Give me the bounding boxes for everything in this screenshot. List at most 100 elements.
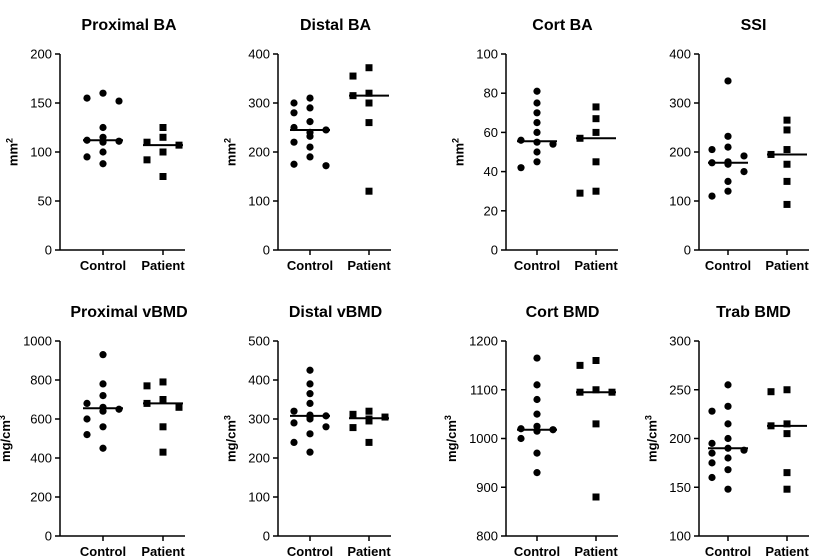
data-point-patient	[783, 126, 791, 134]
data-point-patient	[159, 396, 167, 403]
panel-proximal-ba: Proximal BA 0 50 100 150 200 mm2 Control Patient	[5, 17, 186, 273]
data-point-control	[290, 138, 298, 146]
chart-title: Cort BA	[532, 17, 593, 34]
y-tick-label: 250	[669, 382, 691, 397]
chart-title: Cort BMD	[526, 304, 600, 321]
chart-title: Distal BA	[300, 17, 372, 34]
data-point-patient	[143, 156, 151, 164]
data-point-patient	[783, 116, 791, 124]
data-point-patient	[365, 417, 373, 425]
data-point-control	[517, 434, 525, 443]
data-point-control	[99, 392, 107, 400]
y-axis-label: mg/cm3	[443, 415, 459, 462]
y-tick-label: 1000	[469, 431, 498, 446]
data-point-control	[533, 469, 541, 477]
y-tick-label: 400	[248, 47, 270, 62]
y-tick-label: 100	[248, 490, 270, 505]
x-category-label: Patient	[574, 544, 618, 559]
data-point-control	[290, 109, 298, 117]
data-point-control	[99, 89, 107, 97]
data-point-control	[306, 380, 314, 388]
y-tick-label: 150	[30, 96, 52, 111]
data-point-patient	[381, 413, 389, 421]
data-point-control	[306, 430, 314, 438]
data-point-patient	[159, 448, 167, 456]
data-point-control	[290, 407, 298, 415]
data-point-patient	[349, 410, 357, 418]
data-point-control	[708, 407, 716, 415]
y-tick-label: 150	[669, 480, 691, 495]
data-point-control	[708, 449, 716, 457]
y-tick-label: 40	[484, 164, 498, 179]
data-point-control	[708, 192, 716, 200]
y-tick-label: 500	[248, 334, 270, 349]
data-point-control	[99, 380, 107, 388]
data-point-control	[533, 427, 541, 435]
data-point-control	[306, 448, 314, 456]
data-point-control	[306, 118, 314, 126]
data-point-control	[724, 466, 732, 474]
y-tick-label: 100	[669, 529, 691, 544]
x-category-label: Patient	[765, 544, 809, 559]
data-point-control	[290, 419, 298, 427]
y-tick-label: 100	[669, 194, 691, 209]
x-category-label: Control	[705, 544, 751, 559]
x-category-label: Control	[80, 258, 126, 273]
data-point-patient	[365, 89, 373, 97]
y-tick-label: 0	[263, 529, 270, 544]
data-point-control	[83, 399, 91, 407]
data-point-patient	[783, 420, 791, 428]
data-point-patient	[592, 128, 600, 136]
data-point-patient	[783, 200, 791, 208]
panel-proximal-vbmd: Proximal vBMD 0 200 400 600 800 1000 mg/cm3 Cont…	[0, 304, 188, 559]
y-tick-label: 400	[30, 451, 52, 466]
data-point-patient	[783, 160, 791, 168]
y-tick-label: 400	[248, 373, 270, 388]
data-point-control	[708, 145, 716, 154]
x-category-label: Control	[514, 544, 560, 559]
panel-distal-vbmd: Distal vBMD 0 100 200 300 400 500 mg/cm3 Control…	[223, 304, 392, 559]
data-point-control	[533, 354, 541, 362]
data-point-control	[290, 160, 298, 168]
y-tick-label: 60	[484, 125, 498, 140]
y-tick-label: 600	[30, 412, 52, 427]
data-point-control	[83, 94, 91, 102]
data-point-patient	[365, 119, 373, 127]
x-category-label: Patient	[141, 258, 185, 273]
data-point-control	[99, 123, 107, 132]
x-category-label: Control	[287, 258, 333, 273]
x-category-label: Patient	[347, 544, 391, 559]
y-tick-label: 1200	[469, 334, 498, 349]
data-point-patient	[159, 423, 167, 431]
data-point-control	[306, 366, 314, 374]
y-tick-label: 80	[484, 86, 498, 101]
x-category-label: Patient	[141, 544, 185, 559]
data-point-control	[533, 87, 541, 95]
data-point-patient	[365, 187, 373, 195]
y-tick-label: 200	[669, 145, 691, 160]
panel-cort-bmd: Cort BMD 800 900 1000 1100 1200 mg/cm3 Control P…	[443, 304, 618, 559]
data-point-control	[83, 431, 91, 439]
chart-title: Distal vBMD	[289, 304, 382, 321]
chart-title: Proximal vBMD	[70, 304, 187, 321]
data-point-patient	[159, 133, 167, 141]
y-axis-label: mg/cm3	[644, 415, 660, 462]
data-point-control	[83, 415, 91, 423]
data-point-control	[517, 164, 525, 172]
data-point-patient	[365, 99, 373, 107]
y-tick-label: 0	[491, 243, 498, 258]
y-tick-label: 800	[476, 529, 498, 544]
data-point-patient	[783, 430, 791, 438]
data-point-control	[533, 381, 541, 389]
data-point-patient	[592, 187, 600, 195]
x-category-label: Patient	[347, 258, 391, 273]
data-point-control	[306, 399, 314, 407]
data-point-control	[708, 439, 716, 447]
data-point-control	[99, 351, 107, 359]
data-point-control	[533, 410, 541, 418]
data-point-control	[533, 128, 541, 136]
data-point-patient	[576, 361, 584, 369]
data-point-patient	[349, 424, 357, 432]
data-point-control	[724, 485, 732, 493]
data-point-control	[306, 143, 314, 151]
